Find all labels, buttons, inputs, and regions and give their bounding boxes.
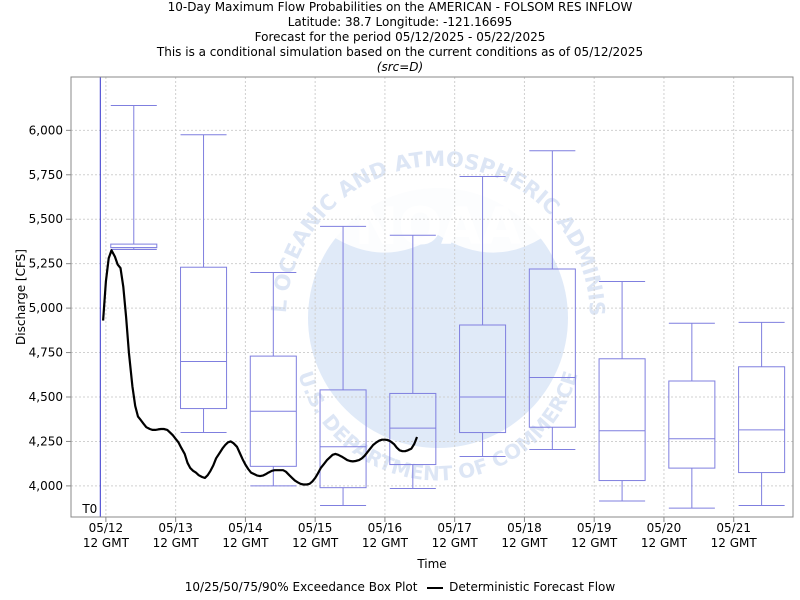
- simulation-note-line: This is a conditional simulation based o…: [156, 45, 644, 59]
- x-tick-time-8: 12 GMT: [641, 536, 688, 550]
- box-iqr: [459, 324, 507, 434]
- box-iqr: [389, 392, 437, 466]
- y-tick-label-0: 4,000: [29, 479, 63, 493]
- location-line: Latitude: 38.7 Longitude: -121.16695: [287, 15, 513, 29]
- x-tick-time-6: 12 GMT: [501, 536, 548, 550]
- y-tick-label-5: 5,250: [29, 257, 63, 271]
- box-plot-4: [389, 234, 437, 490]
- x-tick-time-3: 12 GMT: [292, 536, 339, 550]
- box-plot-9: [738, 321, 786, 506]
- x-tick-date-3: 05/15: [298, 521, 333, 535]
- y-axis-ticks: 4,000 4,250 4,500 4,750 5,000 5,250 5,500 5,750…: [29, 123, 71, 493]
- y-tick-label-7: 5,750: [29, 168, 63, 182]
- plot-frame: [70, 76, 794, 518]
- box-iqr: [668, 380, 716, 469]
- box-iqr: [180, 266, 228, 410]
- x-tick-date-1: 05/13: [158, 521, 193, 535]
- y-tick-label-1: 4,250: [29, 434, 63, 448]
- x-tick-time-4: 12 GMT: [362, 536, 409, 550]
- legend-line-swatch: [427, 586, 444, 589]
- noaa-watermark: NOAA NATIONAL OCEANIC AND ATMOSPHERIC AD…: [0, 0, 609, 486]
- axes: [70, 76, 794, 518]
- x-tick-date-9: 05/21: [716, 521, 751, 535]
- x-tick-date-8: 05/20: [647, 521, 682, 535]
- box-plot-3: [319, 225, 367, 506]
- box-plot-0: [110, 104, 158, 250]
- x-tick-time-7: 12 GMT: [571, 536, 618, 550]
- box-plot-7: [598, 280, 646, 502]
- y-tick-label-3: 4,750: [29, 346, 63, 360]
- x-tick-time-2: 12 GMT: [222, 536, 269, 550]
- watermark-disc: [308, 188, 568, 448]
- watermark-gull-shape: [300, 165, 575, 253]
- box-plots: [110, 104, 786, 509]
- box-plot-8: [668, 322, 716, 509]
- box-iqr: [598, 358, 646, 482]
- x-tick-date-7: 05/19: [577, 521, 612, 535]
- x-tick-time-0: 12 GMT: [83, 536, 130, 550]
- x-tick-date-5: 05/17: [437, 521, 472, 535]
- y-tick-label-8: 6,000: [29, 123, 63, 137]
- y-tick-label-6: 5,500: [29, 212, 63, 226]
- x-tick-date-2: 05/14: [228, 521, 263, 535]
- x-tick-date-4: 05/16: [368, 521, 403, 535]
- x-tick-date-0: 05/12: [89, 521, 124, 535]
- chart-title: 10-Day Maximum Flow Probabilities on the…: [167, 0, 633, 14]
- grid-lines: T0: [71, 77, 793, 517]
- box-plot-1: [180, 134, 228, 434]
- x-tick-time-5: 12 GMT: [432, 536, 479, 550]
- forecast-series: [102, 249, 419, 486]
- y-tick-label-4: 5,000: [29, 301, 63, 315]
- box-iqr: [110, 243, 158, 249]
- y-tick-label-2: 4,500: [29, 390, 63, 404]
- x-axis-label: Time: [416, 557, 446, 571]
- x-tick-date-6: 05/18: [507, 521, 542, 535]
- y-axis-label: Discharge [CFS]: [14, 249, 28, 345]
- watermark-logo-text: NOAA: [355, 197, 522, 257]
- box-iqr: [738, 366, 786, 474]
- x-tick-time-1: 12 GMT: [153, 536, 200, 550]
- source-line: (src=D): [376, 60, 424, 74]
- box-plot-2: [249, 272, 297, 487]
- t0-label: T0: [81, 502, 97, 516]
- legend: 10/25/50/75/90% Exceedance Box Plot Dete…: [0, 580, 800, 594]
- legend-forecast-label: Deterministic Forecast Flow: [449, 580, 616, 594]
- legend-box-plot-label: 10/25/50/75/90% Exceedance Box Plot: [184, 580, 418, 594]
- box-plot-6: [528, 150, 576, 450]
- forecast-line-0: [102, 249, 419, 486]
- box-plot-5: [459, 176, 507, 458]
- box-iqr: [319, 389, 367, 489]
- chart-titles: 10-Day Maximum Flow Probabilities on the…: [0, 0, 800, 75]
- forecast-period-line: Forecast for the period 05/12/2025 - 05/…: [254, 30, 546, 44]
- x-tick-time-9: 12 GMT: [711, 536, 758, 550]
- box-iqr: [528, 268, 576, 428]
